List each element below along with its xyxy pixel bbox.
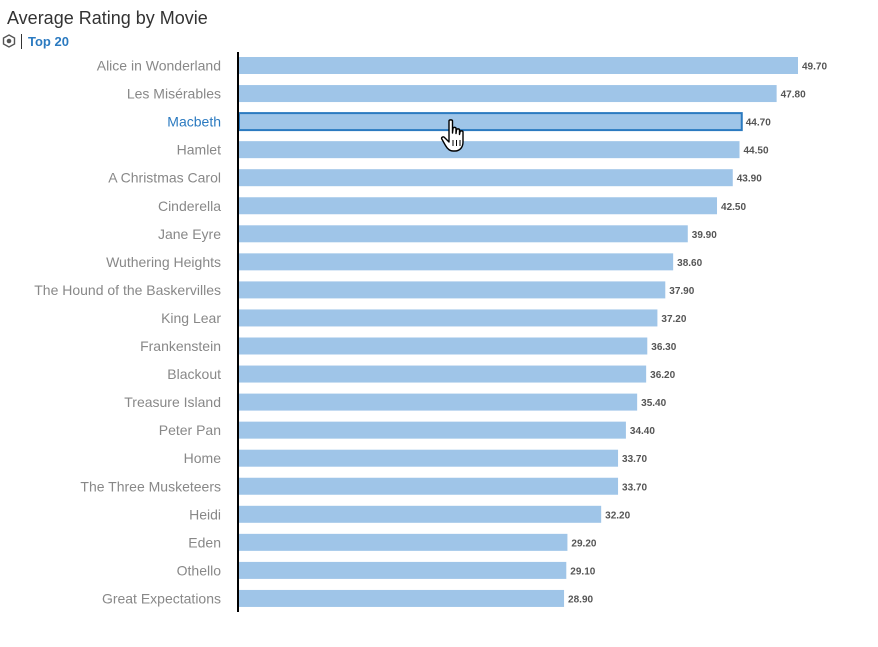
chart-title: Average Rating by Movie — [7, 8, 208, 28]
bar-19[interactable] — [239, 589, 565, 607]
data-label: 33.70 — [622, 454, 647, 465]
bar-0[interactable] — [239, 57, 798, 74]
data-label: 38.60 — [677, 258, 702, 269]
data-label: 49.70 — [802, 62, 827, 73]
bar-5[interactable] — [239, 197, 718, 215]
top-n-filter-link[interactable]: Top 20 — [28, 33, 69, 49]
data-label: 39.90 — [692, 230, 717, 241]
category-label[interactable]: Frankenstein — [140, 338, 221, 354]
data-label: 42.50 — [721, 202, 746, 213]
data-label: 34.40 — [630, 426, 655, 437]
category-label[interactable]: A Christmas Carol — [108, 170, 221, 186]
bar-2[interactable] — [238, 112, 743, 132]
bar-9[interactable] — [239, 309, 658, 327]
category-label[interactable]: Great Expectations — [102, 590, 221, 606]
category-label[interactable]: Home — [184, 450, 222, 466]
bar-1[interactable] — [239, 85, 777, 103]
data-label: 44.50 — [744, 146, 769, 157]
bar-15[interactable] — [239, 477, 619, 495]
bar-17[interactable] — [239, 533, 568, 551]
bar-4[interactable] — [239, 169, 733, 187]
data-label: 35.40 — [641, 398, 666, 409]
data-label: 47.80 — [781, 90, 806, 101]
category-label[interactable]: Alice in Wonderland — [97, 58, 221, 74]
bar-13[interactable] — [239, 421, 626, 439]
category-label[interactable]: Macbeth — [167, 114, 221, 130]
data-label: 36.30 — [651, 342, 676, 353]
category-label[interactable]: Eden — [188, 534, 221, 550]
bar-18[interactable] — [239, 561, 567, 579]
bar-7[interactable] — [239, 253, 674, 271]
bar-8[interactable] — [239, 281, 666, 299]
chart-subheader: Top 20 — [2, 32, 69, 50]
category-label[interactable]: Jane Eyre — [158, 226, 221, 242]
bar-3[interactable] — [239, 141, 740, 159]
bar-16[interactable] — [239, 505, 602, 523]
category-label[interactable]: King Lear — [161, 310, 221, 326]
data-label: 32.20 — [605, 510, 630, 521]
category-label[interactable]: Cinderella — [158, 198, 221, 214]
data-label: 28.90 — [568, 594, 593, 605]
category-label[interactable]: The Three Musketeers — [80, 478, 221, 494]
category-label[interactable]: Les Misérables — [127, 86, 221, 102]
category-label[interactable]: Blackout — [167, 366, 221, 382]
bar-12[interactable] — [239, 393, 638, 411]
bar-6[interactable] — [239, 225, 688, 243]
category-label[interactable]: The Hound of the Baskervilles — [34, 282, 221, 298]
data-label: 44.70 — [746, 118, 771, 129]
subheader-divider — [21, 33, 22, 49]
category-label[interactable]: Othello — [177, 562, 222, 578]
category-label[interactable]: Heidi — [189, 506, 221, 522]
data-label: 29.20 — [571, 538, 596, 549]
category-label[interactable]: Wuthering Heights — [106, 254, 221, 270]
hand-pointer-icon — [440, 118, 470, 161]
category-label[interactable]: Hamlet — [177, 142, 221, 158]
data-label: 29.10 — [570, 566, 595, 577]
data-label: 37.90 — [669, 286, 694, 297]
category-label[interactable]: Treasure Island — [124, 394, 221, 410]
category-label[interactable]: Peter Pan — [159, 422, 221, 438]
ranking-icon[interactable] — [2, 34, 16, 48]
data-label: 36.20 — [650, 370, 675, 381]
data-label: 37.20 — [661, 314, 686, 325]
bar-11[interactable] — [239, 365, 647, 383]
bar-10[interactable] — [239, 337, 648, 355]
data-label: 43.90 — [737, 174, 762, 185]
data-label: 33.70 — [622, 482, 647, 493]
bar-14[interactable] — [239, 449, 619, 467]
